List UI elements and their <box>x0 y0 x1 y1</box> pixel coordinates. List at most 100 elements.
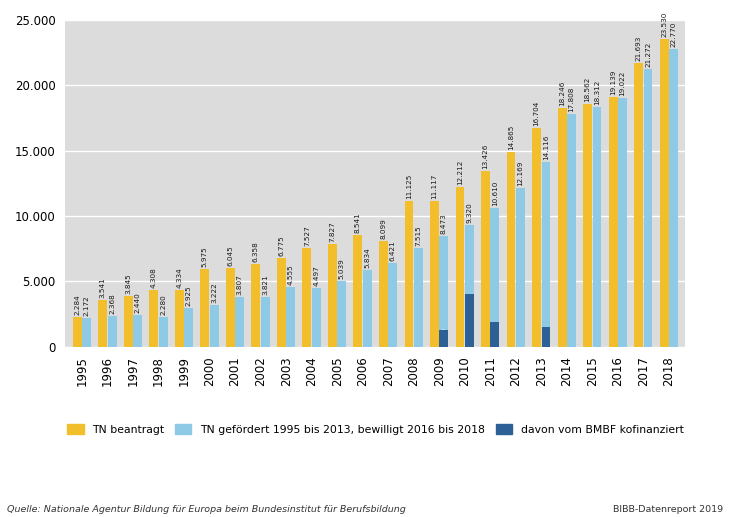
Text: 6.421: 6.421 <box>390 240 396 261</box>
Text: 3.807: 3.807 <box>237 274 243 295</box>
Text: 1.918: 1.918 <box>492 323 498 345</box>
Bar <box>644 69 653 346</box>
Bar <box>414 249 423 346</box>
Bar <box>235 297 245 346</box>
Text: 16.704: 16.704 <box>534 101 539 127</box>
Text: 3.222: 3.222 <box>211 282 218 302</box>
Text: 8.541: 8.541 <box>355 212 361 233</box>
Bar <box>439 330 448 346</box>
Bar <box>542 327 550 346</box>
Bar <box>609 97 618 346</box>
Bar <box>507 153 515 346</box>
Text: 10.610: 10.610 <box>492 180 498 206</box>
Text: 22.770: 22.770 <box>671 22 677 47</box>
Text: 23.530: 23.530 <box>661 12 667 37</box>
Bar <box>404 201 413 346</box>
Bar <box>277 258 286 346</box>
Bar <box>542 162 550 346</box>
Text: 11.125: 11.125 <box>406 174 412 200</box>
Bar <box>363 270 372 346</box>
Text: 4.334: 4.334 <box>177 267 182 288</box>
Bar <box>286 287 296 346</box>
Bar <box>261 297 270 346</box>
Bar <box>558 108 566 346</box>
Bar <box>73 317 82 346</box>
Text: 2.925: 2.925 <box>186 286 192 307</box>
Text: 8.473: 8.473 <box>441 213 447 234</box>
Bar <box>430 202 439 346</box>
Bar <box>456 187 464 346</box>
Text: 21.272: 21.272 <box>645 41 651 67</box>
Bar <box>312 288 321 346</box>
Bar <box>159 317 168 346</box>
Text: 7.527: 7.527 <box>304 225 310 246</box>
Text: 2.172: 2.172 <box>84 296 90 316</box>
Text: 1.500: 1.500 <box>543 325 549 348</box>
Bar <box>439 236 448 346</box>
Text: 9.320: 9.320 <box>466 202 472 223</box>
Bar <box>491 322 499 346</box>
Bar <box>567 114 576 346</box>
Text: 2.368: 2.368 <box>110 293 115 314</box>
Text: 12.169: 12.169 <box>518 160 523 186</box>
Text: 5.975: 5.975 <box>202 246 208 267</box>
Text: 1.269: 1.269 <box>441 327 447 350</box>
Text: 8.099: 8.099 <box>380 218 386 239</box>
Bar <box>328 245 337 346</box>
Text: 2.284: 2.284 <box>74 294 80 315</box>
Text: Quelle: Nationale Agentur Bildung für Europa beim Bundesinstitut für Berufsbildu: Quelle: Nationale Agentur Bildung für Eu… <box>7 506 406 514</box>
Text: 18.312: 18.312 <box>594 80 600 105</box>
Bar <box>226 268 235 346</box>
Bar <box>583 104 592 346</box>
Bar <box>532 128 541 346</box>
Bar <box>634 63 643 346</box>
Bar <box>134 315 142 346</box>
Text: 6.358: 6.358 <box>253 241 259 262</box>
Text: 19.022: 19.022 <box>620 71 626 96</box>
Text: 2.440: 2.440 <box>135 292 141 313</box>
Text: 13.426: 13.426 <box>483 144 488 169</box>
Bar <box>201 268 210 346</box>
Bar <box>481 171 490 346</box>
Bar <box>337 281 346 346</box>
Text: 14.116: 14.116 <box>543 135 549 160</box>
Text: 19.139: 19.139 <box>610 69 616 95</box>
Bar <box>669 49 678 346</box>
Bar <box>302 248 312 346</box>
Text: 5.834: 5.834 <box>364 248 370 268</box>
Text: 14.865: 14.865 <box>508 125 514 150</box>
Bar <box>379 241 388 346</box>
Bar <box>491 208 499 346</box>
Bar <box>660 39 669 346</box>
Text: 21.693: 21.693 <box>636 36 642 61</box>
Bar <box>124 296 133 346</box>
Bar <box>185 309 193 346</box>
Text: 11.117: 11.117 <box>431 174 437 200</box>
Text: 6.775: 6.775 <box>278 235 285 256</box>
Text: 3.821: 3.821 <box>262 274 269 295</box>
Text: 6.045: 6.045 <box>228 245 234 266</box>
Bar <box>99 300 107 346</box>
Text: 12.212: 12.212 <box>457 160 463 185</box>
Text: 3.541: 3.541 <box>100 278 106 298</box>
Bar <box>251 264 261 346</box>
Bar <box>618 98 627 346</box>
Text: 7.515: 7.515 <box>415 226 421 247</box>
Text: 2.280: 2.280 <box>161 294 166 315</box>
Text: 3.845: 3.845 <box>126 273 131 295</box>
Bar <box>108 316 117 346</box>
Text: BIBB-Datenreport 2019: BIBB-Datenreport 2019 <box>612 506 723 514</box>
Bar <box>82 318 91 346</box>
Bar <box>516 188 525 346</box>
Text: 5.039: 5.039 <box>339 258 345 279</box>
Bar <box>353 235 362 346</box>
Bar <box>465 294 474 346</box>
Text: 7.827: 7.827 <box>329 222 336 242</box>
Text: 4.497: 4.497 <box>313 265 320 286</box>
Bar <box>175 290 184 346</box>
Text: 18.246: 18.246 <box>559 81 565 107</box>
Text: 4.038: 4.038 <box>466 309 472 332</box>
Bar <box>593 108 602 346</box>
Bar <box>465 225 474 346</box>
Bar <box>388 263 397 346</box>
